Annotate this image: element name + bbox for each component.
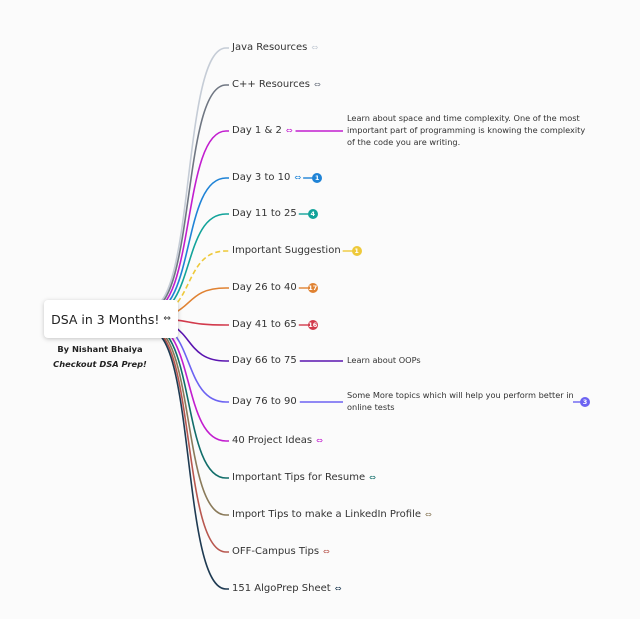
link-icon[interactable]: ⇔ — [311, 43, 319, 52]
branch-topic[interactable]: Day 11 to 25 — [232, 207, 297, 221]
link-icon[interactable]: ⇔ — [369, 473, 376, 482]
root-title: DSA in 3 Months! — [51, 311, 160, 327]
branch-topic[interactable]: Day 41 to 65 — [232, 318, 297, 332]
branch-label: Day 26 to 40 — [232, 282, 297, 293]
collapsed-count-badge[interactable]: 1 — [351, 246, 362, 256]
branch-connector — [149, 329, 229, 590]
branch-label: 151 AlgoPrep Sheet — [232, 583, 331, 594]
branch-label: Java Resources — [232, 42, 308, 53]
link-icon[interactable]: ⇔ — [334, 584, 342, 593]
branch-topic[interactable]: 40 Project Ideas ⇔ — [232, 434, 323, 448]
branch-topic[interactable]: Import Tips to make a LinkedIn Profile ⇔ — [232, 508, 432, 522]
branch-topic[interactable]: Day 76 to 90 — [232, 395, 297, 409]
branch-topic[interactable]: Day 1 & 2 ⇔ — [232, 124, 293, 138]
note-line: important part of programming is knowing… — [347, 125, 586, 135]
branch-connector — [149, 326, 229, 516]
branch-label: Day 41 to 65 — [232, 319, 297, 330]
branch-label: Day 76 to 90 — [232, 396, 297, 407]
branch-connector — [149, 327, 229, 553]
collapsed-count-badge[interactable]: 16 — [307, 320, 318, 330]
link-icon[interactable]: ⇔ — [316, 436, 323, 445]
branch-label: Day 66 to 75 — [232, 355, 297, 366]
note-text: Learn about space and time complexity. O… — [347, 112, 585, 148]
link-icon[interactable]: ⇔ — [285, 126, 293, 135]
branch-topic[interactable]: Java Resources ⇔ — [232, 41, 318, 55]
branch-topic[interactable]: Day 66 to 75 — [232, 354, 297, 368]
collapsed-count-badge[interactable]: 3 — [580, 397, 590, 407]
branch-label: Important Tips for Resume — [232, 472, 366, 483]
link-icon[interactable]: ⇔ — [323, 547, 330, 556]
branch-connector — [149, 84, 229, 311]
note-line: Some More topics which will help you per… — [347, 390, 574, 400]
note-text: Learn about OOPs — [347, 354, 421, 366]
branch-connector — [149, 177, 229, 314]
link-icon[interactable]: ⇔ — [163, 314, 171, 324]
author-label: By Nishant Bhaiya — [57, 344, 143, 354]
branch-connector — [149, 47, 229, 309]
branch-connector — [149, 250, 229, 317]
note-text: Some More topics which will help you per… — [347, 389, 574, 413]
branch-topic[interactable]: C++ Resources ⇔ — [232, 78, 321, 92]
branch-label: OFF-Campus Tips — [232, 546, 320, 557]
promo-label: Checkout DSA Prep! — [53, 359, 147, 369]
branch-label: Day 3 to 10 — [232, 172, 291, 183]
branch-topic[interactable]: Important Tips for Resume ⇔ — [232, 471, 376, 485]
collapsed-count-badge[interactable]: 17 — [307, 283, 318, 293]
root-topic[interactable]: DSA in 3 Months! ⇔ — [44, 300, 178, 338]
branch-label: 40 Project Ideas — [232, 435, 313, 446]
branch-topic[interactable]: Day 3 to 10 ⇔ — [232, 171, 301, 185]
note-line: Learn about space and time complexity. O… — [347, 113, 580, 123]
branch-label: Import Tips to make a LinkedIn Profile — [232, 509, 422, 520]
branch-topic[interactable]: Day 26 to 40 — [232, 281, 297, 295]
branch-label: Day 11 to 25 — [232, 208, 297, 219]
note-line: Learn about OOPs — [347, 355, 421, 365]
branch-connector — [149, 130, 229, 312]
branch-label: C++ Resources — [232, 79, 310, 90]
link-icon[interactable]: ⇔ — [314, 80, 321, 89]
link-icon[interactable]: ⇔ — [294, 173, 302, 182]
link-icon[interactable]: ⇔ — [425, 510, 432, 519]
note-line: of the code you are writing. — [347, 137, 461, 147]
branch-label: Day 1 & 2 — [232, 125, 282, 136]
branch-topic[interactable]: OFF-Campus Tips ⇔ — [232, 545, 330, 559]
collapsed-count-badge[interactable]: 1 — [312, 173, 323, 183]
branch-topic[interactable]: 151 AlgoPrep Sheet ⇔ — [232, 582, 341, 596]
branch-topic[interactable]: Important Suggestion — [232, 244, 341, 258]
collapsed-count-badge[interactable]: 4 — [307, 209, 318, 219]
note-line: online tests — [347, 402, 395, 412]
branch-label: Important Suggestion — [232, 245, 341, 256]
